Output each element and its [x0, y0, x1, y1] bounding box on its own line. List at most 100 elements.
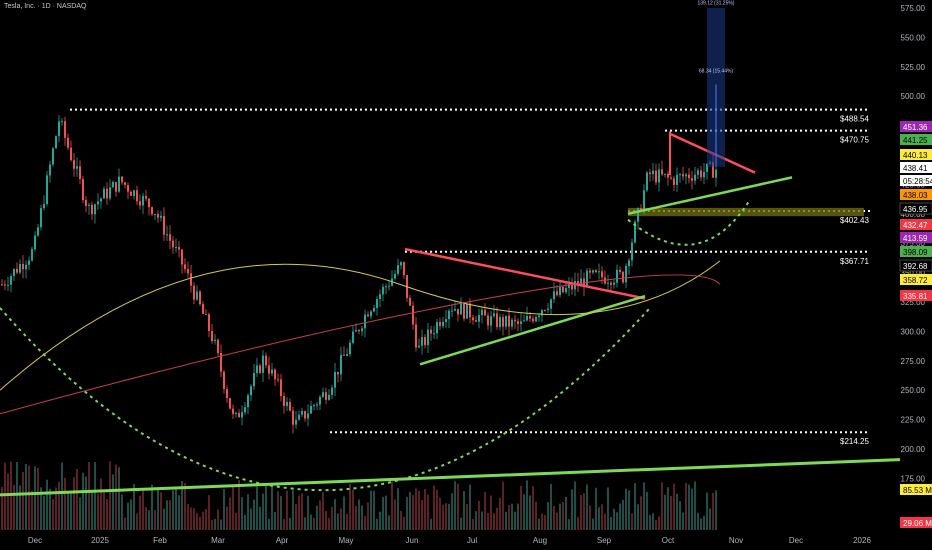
volume-bar: [715, 490, 717, 530]
volume-bar: [625, 488, 627, 530]
volume-bar: [295, 503, 297, 530]
candle-body: [517, 321, 519, 324]
volume-bar: [262, 493, 264, 530]
volume-bar: [712, 492, 714, 530]
candle-body: [178, 247, 180, 250]
long-term-support: [0, 458, 901, 497]
volume-bar: [136, 513, 138, 530]
volume-bar: [166, 500, 168, 530]
candle-body: [619, 269, 621, 272]
volume-bar: [4, 462, 6, 530]
volume-bar: [502, 481, 504, 530]
volume-bar: [106, 498, 108, 530]
candle-body: [265, 355, 267, 366]
candle-body: [532, 318, 534, 322]
candle-body: [541, 310, 543, 316]
candle-body: [400, 262, 402, 266]
candle-body: [7, 284, 9, 286]
volume-bar: [199, 516, 201, 530]
candle-body: [673, 178, 675, 185]
price-badge: [900, 134, 932, 145]
volume-bar: [685, 483, 687, 530]
y-tick-label: 325.00: [901, 298, 926, 307]
volume-bar: [634, 483, 636, 530]
volume-bar: [19, 485, 21, 530]
candle-body: [550, 299, 552, 309]
volume-bar: [343, 496, 345, 530]
volume-bar: [211, 519, 213, 530]
volume-bar: [472, 518, 474, 530]
volume-bar: [238, 480, 240, 530]
candle-body: [628, 260, 630, 266]
trendline-support: [419, 294, 646, 366]
candle-body: [670, 177, 672, 179]
candle-body: [526, 316, 528, 321]
volume-bar: [601, 504, 603, 530]
candle-body: [415, 324, 417, 348]
candle-body: [634, 221, 636, 243]
volume-bar: [97, 493, 99, 530]
candle-body: [586, 270, 588, 287]
volume-bar: [481, 511, 483, 530]
candle-body: [475, 320, 477, 322]
volume-bar: [190, 507, 192, 530]
handle-curve: [627, 199, 751, 246]
candle-body: [463, 303, 465, 319]
volume-bar: [403, 517, 405, 530]
volume-bar: [322, 492, 324, 530]
ma-yellow: [0, 260, 721, 391]
volume-badge: [900, 517, 932, 528]
candle-body: [10, 276, 12, 285]
candle-body: [40, 208, 42, 228]
candle-body: [331, 387, 333, 396]
volume-bar: [466, 503, 468, 530]
candle-body: [166, 234, 168, 236]
volume-bar: [613, 508, 615, 530]
volume-bar: [379, 511, 381, 530]
candle-body: [175, 247, 177, 249]
volume-bar: [172, 490, 174, 530]
candle-body: [355, 330, 357, 332]
volume-bar: [589, 505, 591, 530]
price-badge-text: 432.47: [903, 221, 928, 230]
candle-body: [13, 268, 15, 277]
candle-body: [280, 379, 282, 397]
level-label: $488.54: [840, 115, 869, 124]
candle-body: [661, 169, 663, 175]
x-tick-label: Dec: [28, 536, 42, 545]
y-tick-label: 500.00: [901, 92, 926, 101]
trendline-resistance: [404, 247, 646, 300]
candle-body: [616, 269, 618, 283]
candle-body: [319, 396, 321, 405]
volume-bar: [28, 465, 30, 530]
candle-body: [268, 365, 270, 374]
volume-bar: [580, 495, 582, 530]
candle-body: [379, 294, 381, 300]
y-tick-label: 300.00: [901, 327, 926, 336]
price-badge: [900, 274, 932, 285]
candle-body: [1, 284, 3, 286]
volume-bar: [478, 500, 480, 530]
candle-body: [346, 354, 348, 356]
volume-bar: [67, 493, 69, 530]
volume-bar: [433, 485, 435, 530]
candle-body: [358, 330, 360, 332]
volume-bar: [661, 482, 663, 530]
price-badge: [900, 232, 932, 243]
volume-bar: [79, 497, 81, 530]
x-tick-label: May: [338, 536, 353, 545]
volume-bar: [421, 500, 423, 530]
volume-bar: [559, 503, 561, 530]
candle-body: [181, 249, 183, 265]
volume-bar: [121, 494, 123, 530]
candle-body: [184, 264, 186, 270]
candle-body: [607, 282, 609, 284]
volume-bar: [271, 483, 273, 530]
volume-bar: [385, 495, 387, 530]
volume-bar: [655, 519, 657, 530]
volume-bar: [82, 472, 84, 530]
candle-body: [706, 163, 708, 172]
candle-body: [424, 337, 426, 346]
candle-body: [127, 184, 129, 192]
